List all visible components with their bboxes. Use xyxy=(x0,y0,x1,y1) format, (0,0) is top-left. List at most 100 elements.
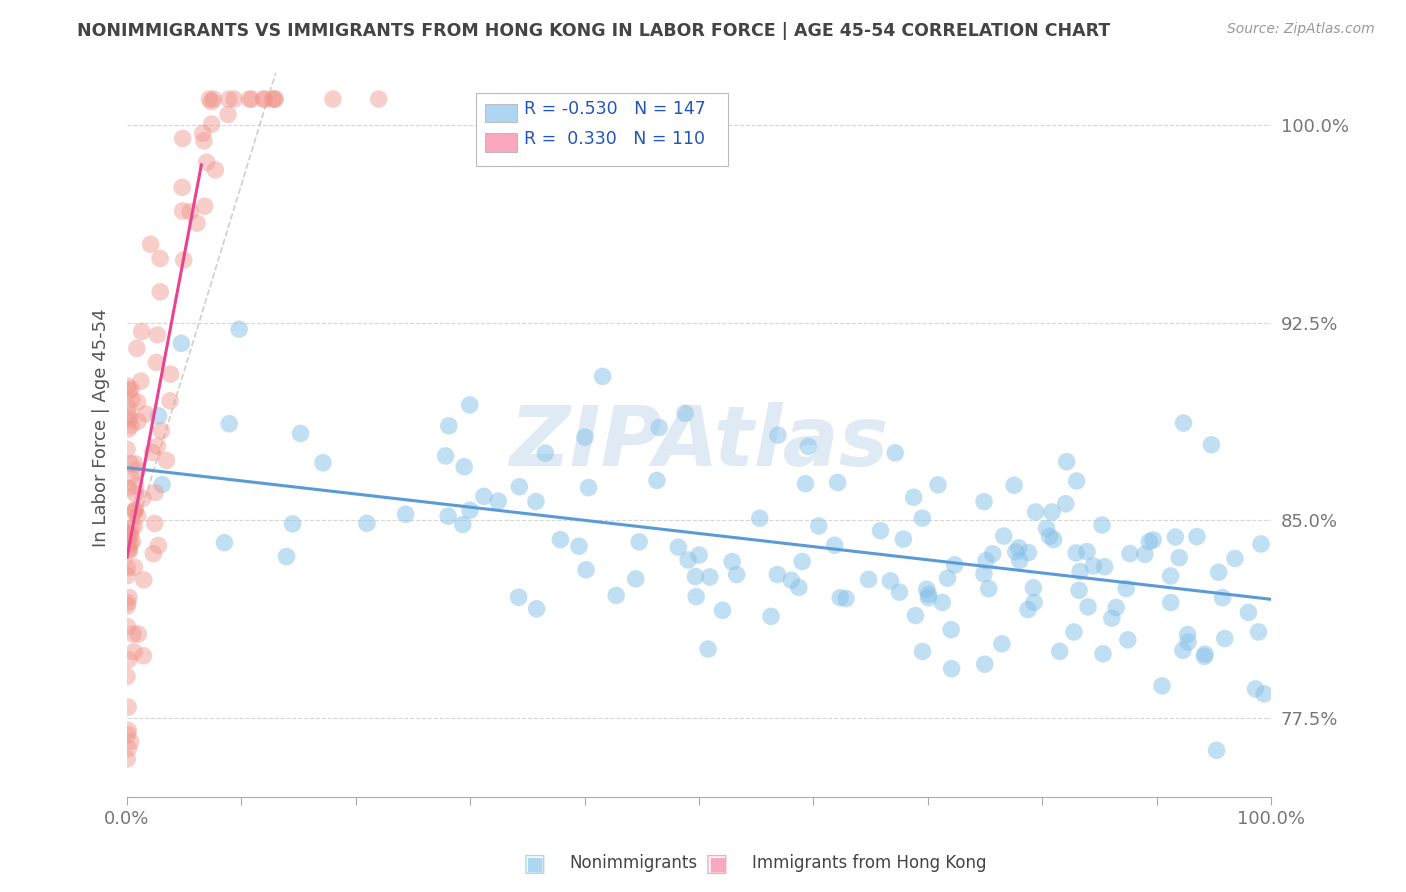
Point xyxy=(159,367,181,381)
Point xyxy=(115,442,138,457)
Point xyxy=(911,511,934,525)
Point xyxy=(830,591,852,605)
Point xyxy=(124,519,146,533)
Point xyxy=(139,237,162,252)
FancyBboxPatch shape xyxy=(485,133,517,152)
Point xyxy=(121,534,143,549)
Point xyxy=(574,430,596,444)
Point xyxy=(1008,553,1031,567)
Point xyxy=(981,547,1004,561)
Point xyxy=(699,570,721,584)
Point xyxy=(1168,550,1191,565)
Point xyxy=(202,92,225,106)
Point xyxy=(1042,533,1064,547)
Point xyxy=(766,428,789,442)
Point xyxy=(204,162,226,177)
Point xyxy=(1173,416,1195,430)
Text: Immigrants from Hong Kong: Immigrants from Hong Kong xyxy=(752,855,987,872)
Text: ZIPAtlas: ZIPAtlas xyxy=(509,402,889,483)
Point xyxy=(117,728,139,742)
Point xyxy=(143,485,166,500)
Point xyxy=(120,528,142,542)
Point xyxy=(508,591,530,605)
Point xyxy=(120,536,142,550)
Point xyxy=(290,426,312,441)
Point xyxy=(1160,569,1182,583)
Point xyxy=(117,723,139,738)
Point xyxy=(780,574,803,588)
Point xyxy=(1150,679,1173,693)
Point xyxy=(1004,545,1026,559)
Point xyxy=(1063,624,1085,639)
Point xyxy=(1091,518,1114,533)
Point xyxy=(120,470,142,484)
Point xyxy=(1185,530,1208,544)
Point xyxy=(1066,474,1088,488)
Point xyxy=(253,92,276,106)
Point xyxy=(115,752,138,766)
Point xyxy=(150,424,173,438)
Point xyxy=(1035,521,1057,535)
Point xyxy=(526,602,548,616)
Point xyxy=(578,481,600,495)
Point xyxy=(118,541,141,555)
Point xyxy=(1194,649,1216,664)
Text: □: □ xyxy=(523,852,546,875)
Point xyxy=(122,627,145,641)
Point xyxy=(939,623,962,637)
Point xyxy=(1142,533,1164,547)
Point xyxy=(1205,743,1227,757)
Point xyxy=(437,418,460,433)
Point xyxy=(115,669,138,683)
Point xyxy=(120,457,142,471)
Point xyxy=(170,336,193,351)
Point xyxy=(149,252,172,266)
Point xyxy=(173,252,195,267)
Point xyxy=(281,516,304,531)
Point xyxy=(127,414,149,428)
Point xyxy=(172,131,194,145)
Point xyxy=(118,409,141,424)
Text: R =  0.330   N = 110: R = 0.330 N = 110 xyxy=(524,129,704,148)
Text: ■: ■ xyxy=(524,854,544,873)
Point xyxy=(117,700,139,714)
Point xyxy=(132,573,155,587)
Point xyxy=(1244,681,1267,696)
Point xyxy=(524,494,547,508)
Point xyxy=(240,92,263,106)
Point xyxy=(1002,478,1025,492)
Point xyxy=(148,409,170,423)
Point xyxy=(145,355,167,369)
Point xyxy=(673,406,696,420)
Point xyxy=(120,734,142,748)
Point xyxy=(124,457,146,471)
Point xyxy=(127,508,149,523)
Point xyxy=(605,589,627,603)
Point xyxy=(759,609,782,624)
Point xyxy=(124,479,146,493)
Point xyxy=(121,392,143,407)
Point xyxy=(146,439,169,453)
Point xyxy=(1137,534,1160,549)
Point xyxy=(915,582,938,597)
Point xyxy=(367,92,389,106)
Point xyxy=(827,475,849,490)
Point xyxy=(125,463,148,477)
Point xyxy=(1064,546,1087,560)
Point xyxy=(117,401,139,415)
Point xyxy=(1083,559,1105,574)
Point xyxy=(1223,551,1246,566)
Point xyxy=(1069,565,1091,579)
Point xyxy=(748,511,770,525)
Point xyxy=(146,327,169,342)
Point xyxy=(1054,497,1077,511)
Point xyxy=(118,412,141,426)
Point xyxy=(835,591,858,606)
Point xyxy=(1177,635,1199,649)
Point xyxy=(1213,632,1236,646)
Point xyxy=(224,92,246,106)
Point xyxy=(575,563,598,577)
Point xyxy=(1253,687,1275,701)
Point xyxy=(974,554,997,568)
FancyBboxPatch shape xyxy=(485,103,517,122)
